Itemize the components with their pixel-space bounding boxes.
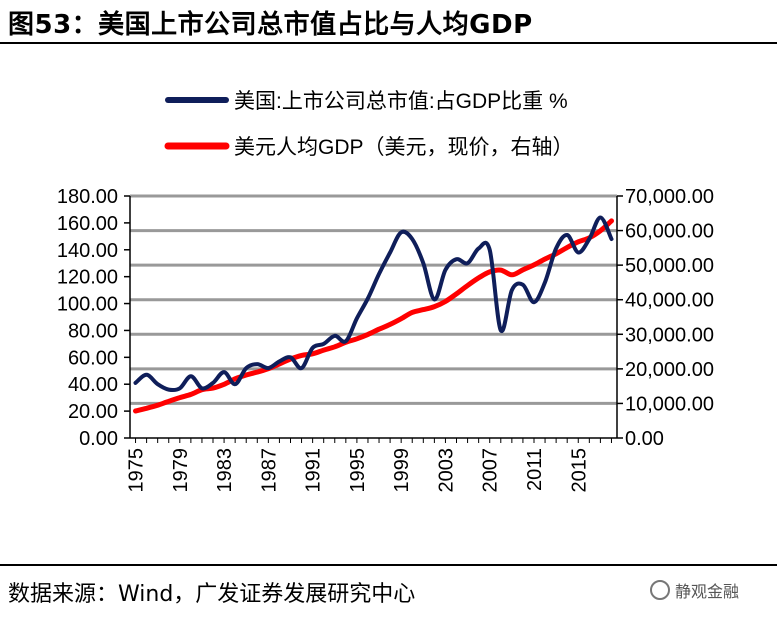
left-tick-label: 20.00 <box>68 401 118 423</box>
legend-label: 美国:上市公司总市值:占GDP比重 % <box>234 90 568 113</box>
wechat-icon <box>650 580 670 600</box>
right-tick-label: 10,000.00 <box>625 393 714 415</box>
x-tick-label: 2003 <box>435 448 457 493</box>
left-tick-label: 100.00 <box>57 294 118 316</box>
chart-legend: 美国:上市公司总市值:占GDP比重 % 美元人均GDP（美元，现价，右轴） <box>164 90 574 159</box>
left-tick-label: 0.00 <box>79 428 118 450</box>
legend-label: 美元人均GDP（美元，现价，右轴） <box>234 136 574 159</box>
x-tick-label: 1979 <box>170 448 192 493</box>
left-tick-label: 140.00 <box>57 240 118 262</box>
figure-title: 图53：美国上市公司总市值占比与人均GDP <box>8 10 533 40</box>
right-tick-label: 40,000.00 <box>625 290 714 312</box>
grid-lines <box>130 194 617 405</box>
right-tick-label: 70,000.00 <box>625 186 714 208</box>
left-tick-label: 60.00 <box>68 347 118 369</box>
x-tick-label: 1999 <box>391 448 413 493</box>
source-divider <box>0 564 777 566</box>
gdp-per-capita-line <box>133 218 614 414</box>
line-chart: 0.00 20.00 40.00 60.00 80.00 100.00 120.00 140.… <box>57 90 714 493</box>
x-tick-label: 2007 <box>480 448 502 493</box>
right-tick-label: 20,000.00 <box>625 359 714 381</box>
wechat-watermark: 静观金融 <box>650 578 739 602</box>
right-tick-label: 60,000.00 <box>625 221 714 243</box>
right-axis-ticks: 0.00 10,000.00 20,000.00 30,000.00 40,000.00… <box>617 186 714 450</box>
right-tick-label: 30,000.00 <box>625 324 714 346</box>
x-tick-label: 2015 <box>568 448 590 493</box>
x-tick-label: 1987 <box>258 448 280 493</box>
left-tick-label: 120.00 <box>57 267 118 289</box>
right-tick-label: 0.00 <box>625 428 664 450</box>
data-source-note: 数据来源：Wind，广发证券发展研究中心 <box>8 582 416 607</box>
x-tick-label: 2011 <box>524 448 546 491</box>
x-tick-label: 1995 <box>347 448 369 493</box>
series-lines <box>133 215 614 414</box>
x-tick-label: 1975 <box>126 448 148 493</box>
x-axis-ticks: 1975 1979 1983 1987 1991 1995 1999 2003 2007 2011… <box>126 438 612 493</box>
market-cap-ratio-line <box>133 215 614 393</box>
left-tick-label: 80.00 <box>68 320 118 342</box>
x-tick-label: 1983 <box>214 448 236 493</box>
x-tick-label: 1991 <box>303 448 325 493</box>
left-tick-label: 160.00 <box>57 213 118 235</box>
chart-axes <box>129 196 618 439</box>
title-divider <box>0 42 777 44</box>
left-axis-ticks: 0.00 20.00 40.00 60.00 80.00 100.00 120.00 140.… <box>57 186 130 450</box>
right-tick-label: 50,000.00 <box>625 255 714 277</box>
left-tick-label: 40.00 <box>68 374 118 396</box>
watermark-label: 静观金融 <box>675 582 740 601</box>
left-tick-label: 180.00 <box>57 186 118 208</box>
